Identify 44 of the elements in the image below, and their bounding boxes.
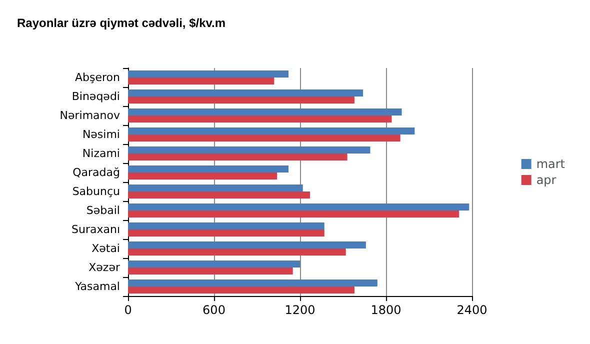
bar — [128, 108, 402, 116]
bar — [128, 70, 289, 78]
x-tick-label: 2400 — [456, 303, 488, 317]
x-tick-label: 600 — [202, 303, 226, 317]
y-tick-label: Abşeron — [75, 71, 120, 84]
bar — [128, 280, 378, 286]
y-tick-label: Sabunçu — [72, 185, 120, 198]
y-tick-label: Nərimanov — [60, 109, 120, 122]
bar — [128, 204, 470, 210]
x-tick-label: 1800 — [370, 303, 402, 317]
bar — [128, 116, 392, 122]
bar — [128, 192, 310, 198]
bar — [128, 128, 415, 134]
y-tick-label: Qaradağ — [72, 166, 120, 179]
bar — [128, 96, 354, 104]
legend-label: mart — [536, 157, 566, 171]
bar — [128, 242, 366, 248]
legend-label: apr — [536, 173, 556, 187]
y-tick-label: Səbail — [86, 204, 120, 217]
x-tick-label: 0 — [124, 303, 132, 317]
bar — [128, 210, 460, 218]
y-tick-label: Yasamal — [74, 280, 120, 293]
x-tick-label: 1200 — [284, 303, 316, 317]
bar — [128, 90, 364, 96]
bar — [128, 222, 324, 230]
y-tick-label: Xətai — [92, 242, 120, 255]
bar — [128, 166, 289, 172]
y-tick-label: Suraxanı — [72, 223, 120, 236]
bar — [128, 146, 370, 154]
bar — [128, 78, 274, 84]
y-tick-label: Nizami — [82, 147, 120, 160]
bar — [128, 286, 354, 294]
bar — [128, 230, 324, 236]
bar — [128, 154, 348, 160]
y-tick-label: Xəzər — [88, 261, 120, 274]
bar — [128, 184, 303, 192]
bar — [128, 248, 346, 256]
bar — [128, 172, 278, 180]
y-tick-label: Binəqədi — [72, 90, 120, 103]
bar — [128, 268, 293, 274]
bar — [128, 134, 400, 142]
y-tick-label: Nəsimi — [82, 128, 120, 141]
chart-title: Rayonlar üzrə qiymət cədvəli, $/kv.m — [17, 16, 226, 30]
bar — [128, 260, 300, 268]
